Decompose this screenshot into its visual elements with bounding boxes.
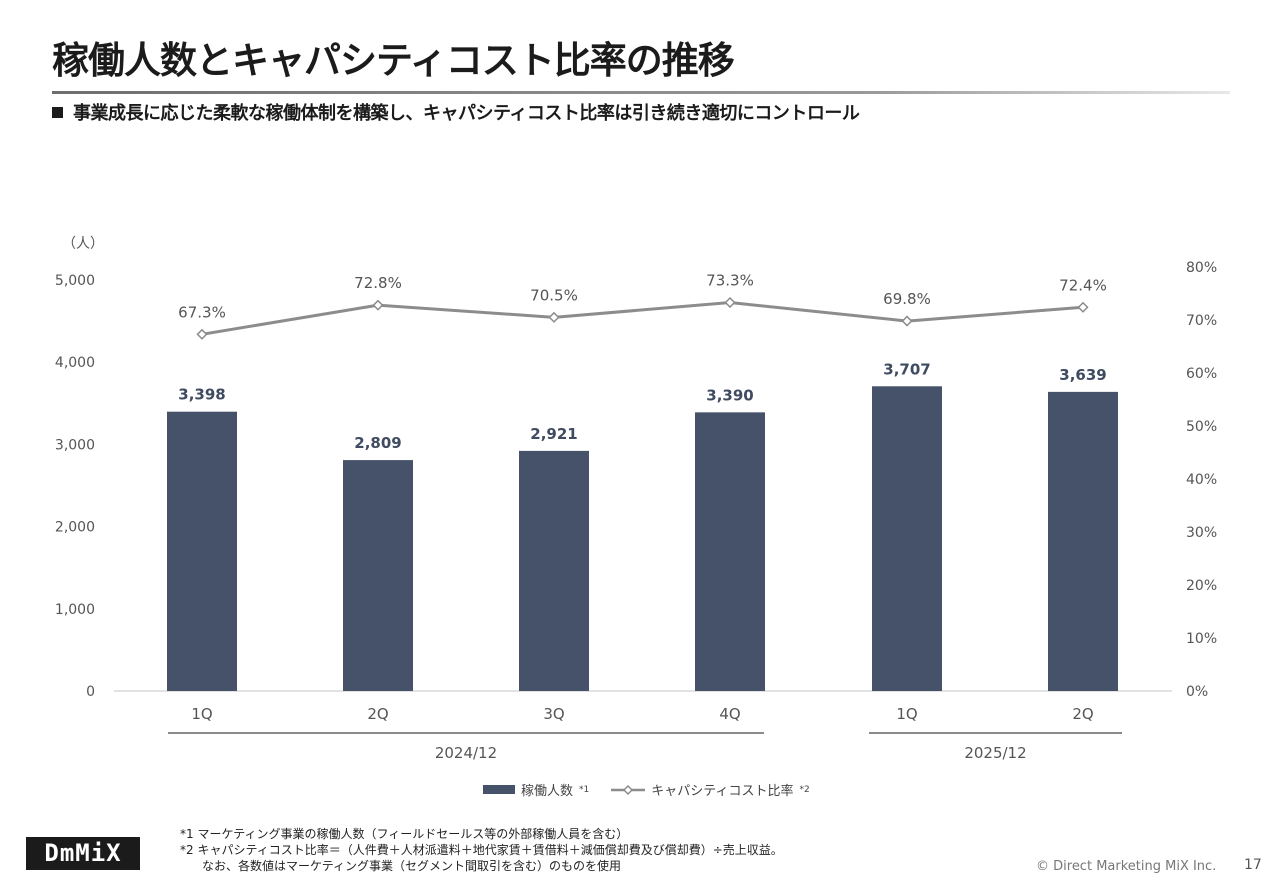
legend-item-headcount: 稼働人数 *1 bbox=[483, 780, 589, 799]
line-point-marker bbox=[372, 299, 384, 311]
slide-title: 稼働人数とキャパシティコスト比率の推移 bbox=[52, 39, 735, 82]
right-axis-tick-label: 60% bbox=[1186, 366, 1217, 382]
left-axis-tick-label: 1,000 bbox=[55, 602, 95, 618]
subtitle-text: 事業成長に応じた柔軟な稼働体制を構築し、キャパシティコスト比率は引き続き適切にコ… bbox=[73, 103, 860, 124]
bar-data-label: 3,398 bbox=[178, 386, 225, 404]
page-number: 17 bbox=[1244, 857, 1262, 873]
footnote-2: *2 キャパシティコスト比率＝（人件費＋人材派遣料＋地代家賃＋賃借料＋減価償却費… bbox=[180, 843, 783, 857]
left-axis-tick-label: 0 bbox=[86, 684, 95, 700]
left-axis-tick-label: 3,000 bbox=[55, 437, 95, 453]
left-axis-tick-label: 2,000 bbox=[55, 520, 95, 536]
x-axis-category-label: 3Q bbox=[543, 705, 564, 723]
bar-headcount bbox=[167, 411, 237, 691]
right-axis-tick-label: 80% bbox=[1186, 260, 1217, 276]
title-divider bbox=[52, 91, 1230, 94]
line-data-label: 72.8% bbox=[354, 274, 402, 292]
bar-data-label: 2,921 bbox=[530, 425, 577, 443]
slide-subtitle: 事業成長に応じた柔軟な稼働体制を構築し、キャパシティコスト比率は引き続き適切にコ… bbox=[52, 99, 860, 125]
line-data-label: 73.3% bbox=[706, 272, 754, 290]
footnote-1: *1 マーケティング事業の稼働人数（フィールドセールス等の外部稼働人員を含む） bbox=[180, 827, 629, 841]
right-axis-tick-label: 30% bbox=[1186, 525, 1217, 541]
bar-data-label: 3,707 bbox=[883, 360, 930, 378]
bar-headcount bbox=[872, 386, 942, 691]
right-axis-tick-label: 20% bbox=[1186, 578, 1217, 594]
left-axis-tick-label: 5,000 bbox=[55, 273, 95, 289]
x-axis-category-label: 1Q bbox=[191, 705, 212, 723]
combo-chart: （人） 0 1,000 2,000 3,000 4,000 5,000 0% 10% 20% 30%… bbox=[55, 236, 1217, 762]
right-axis-tick-label: 0% bbox=[1186, 684, 1208, 700]
legend-label-headcount: 稼働人数 bbox=[521, 784, 574, 799]
line-point-marker bbox=[548, 311, 560, 323]
bar-headcount bbox=[1048, 391, 1118, 691]
bar-headcount bbox=[695, 412, 765, 691]
right-axis-tick-label: 50% bbox=[1186, 419, 1217, 435]
right-axis-tick-label: 10% bbox=[1186, 631, 1217, 647]
footnotes: *1 マーケティング事業の稼働人数（フィールドセールス等の外部稼働人員を含む） … bbox=[180, 826, 783, 874]
line-data-label: 72.4% bbox=[1059, 276, 1107, 294]
bullet-square-icon bbox=[52, 107, 63, 118]
bar-data-label: 3,390 bbox=[706, 386, 753, 404]
group-label: 2024/12 bbox=[435, 744, 497, 762]
x-axis-category-label: 4Q bbox=[719, 705, 740, 723]
right-axis-tick-label: 40% bbox=[1186, 472, 1217, 488]
x-axis-category-label: 2Q bbox=[1072, 705, 1093, 723]
line-point-marker bbox=[196, 328, 208, 340]
right-axis-tick-label: 70% bbox=[1186, 313, 1217, 329]
group-label: 2025/12 bbox=[964, 744, 1026, 762]
bar-data-label: 3,639 bbox=[1059, 366, 1106, 384]
company-logo: DmMiX bbox=[26, 837, 140, 870]
legend-note-mark-1: *1 bbox=[579, 784, 590, 795]
line-data-label: 67.3% bbox=[178, 303, 226, 321]
chart-legend: 稼働人数 *1 キャパシティコスト比率 *2 bbox=[483, 780, 810, 799]
legend-note-mark-2: *2 bbox=[799, 784, 810, 795]
copyright: © Direct Marketing MiX Inc. bbox=[1036, 859, 1217, 874]
bar-data-label: 2,809 bbox=[354, 434, 401, 452]
line-point-marker bbox=[1077, 301, 1089, 313]
bar-headcount bbox=[343, 460, 413, 691]
legend-line-marker-icon bbox=[611, 784, 646, 795]
x-axis-category-label: 2Q bbox=[367, 705, 388, 723]
line-point-marker bbox=[901, 315, 913, 327]
line-capacity-cost bbox=[201, 301, 1084, 336]
bar-headcount bbox=[519, 450, 589, 691]
footnote-3: なお、各数値はマーケティング事業（セグメント間取引を含む）のものを使用 bbox=[202, 859, 622, 873]
line-point-marker bbox=[724, 296, 736, 309]
x-axis-category-label: 1Q bbox=[896, 705, 917, 723]
legend-label-capacity-cost: キャパシティコスト比率 bbox=[651, 784, 794, 799]
left-axis-unit: （人） bbox=[62, 236, 104, 252]
legend-bar-swatch-icon bbox=[483, 785, 515, 794]
line-data-label: 70.5% bbox=[530, 286, 578, 304]
legend-item-capacity-cost: キャパシティコスト比率 *2 bbox=[611, 780, 810, 799]
line-data-label: 69.8% bbox=[883, 290, 931, 308]
left-axis-tick-label: 4,000 bbox=[55, 355, 95, 371]
